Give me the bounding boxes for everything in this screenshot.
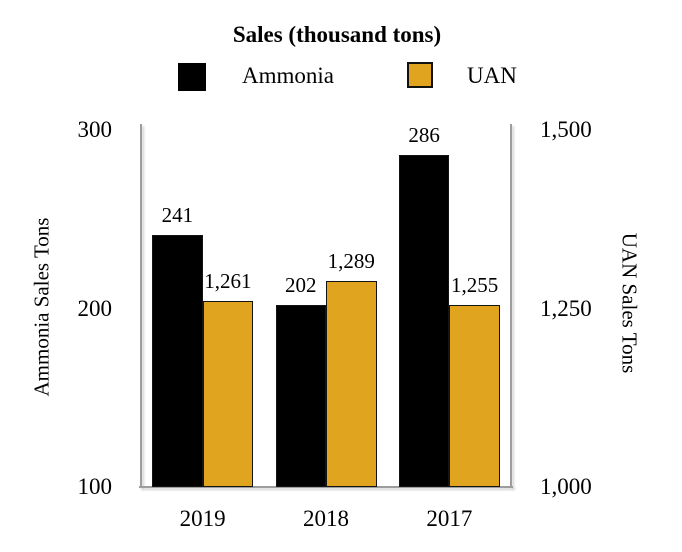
right-axis-tick-label: 1,000: [540, 474, 592, 499]
ammonia-bar: [275, 304, 326, 487]
x-axis-category-label: 2018: [303, 506, 349, 531]
x-axis-category-label: 2017: [426, 506, 473, 531]
ammonia-bar: [398, 154, 450, 487]
right-axis-tick-label: 1,500: [540, 117, 592, 142]
uan-bar: [202, 300, 254, 487]
ammonia-bar: [152, 235, 203, 487]
left-axis-tick-label: 300: [77, 117, 113, 142]
ammonia-bar-value-label: 286: [408, 122, 440, 147]
uan-bar-value-label: 1,255: [450, 272, 499, 297]
left-axis-tick-label: 200: [77, 295, 113, 321]
ammonia-bar-value-label: 241: [161, 203, 194, 228]
bottom-axis-line: [139, 486, 513, 488]
ammonia-legend-label: Ammonia: [242, 63, 334, 88]
left-axis-line: [140, 124, 142, 487]
left-axis-tick-label: 100: [77, 474, 113, 499]
uan-bar-value-label: 1,261: [204, 268, 252, 293]
left-axis-title: Ammonia Sales Tons: [29, 217, 54, 397]
uan-bar: [449, 304, 500, 487]
uan-legend-label: UAN: [467, 63, 517, 88]
uan-bar: [326, 280, 377, 487]
right-axis-title: UAN Sales Tons: [617, 232, 642, 374]
uan-bar-value-label: 1,289: [327, 248, 375, 273]
ammonia-legend-swatch: [178, 63, 206, 91]
uan-legend-swatch: [407, 62, 433, 88]
x-axis-category-label: 2019: [179, 506, 226, 531]
right-axis-tick-label: 1,250: [540, 295, 592, 321]
right-axis-line: [510, 124, 512, 487]
ammonia-bar-value-label: 202: [285, 272, 317, 297]
chart-title: Sales (thousand tons): [232, 22, 442, 47]
